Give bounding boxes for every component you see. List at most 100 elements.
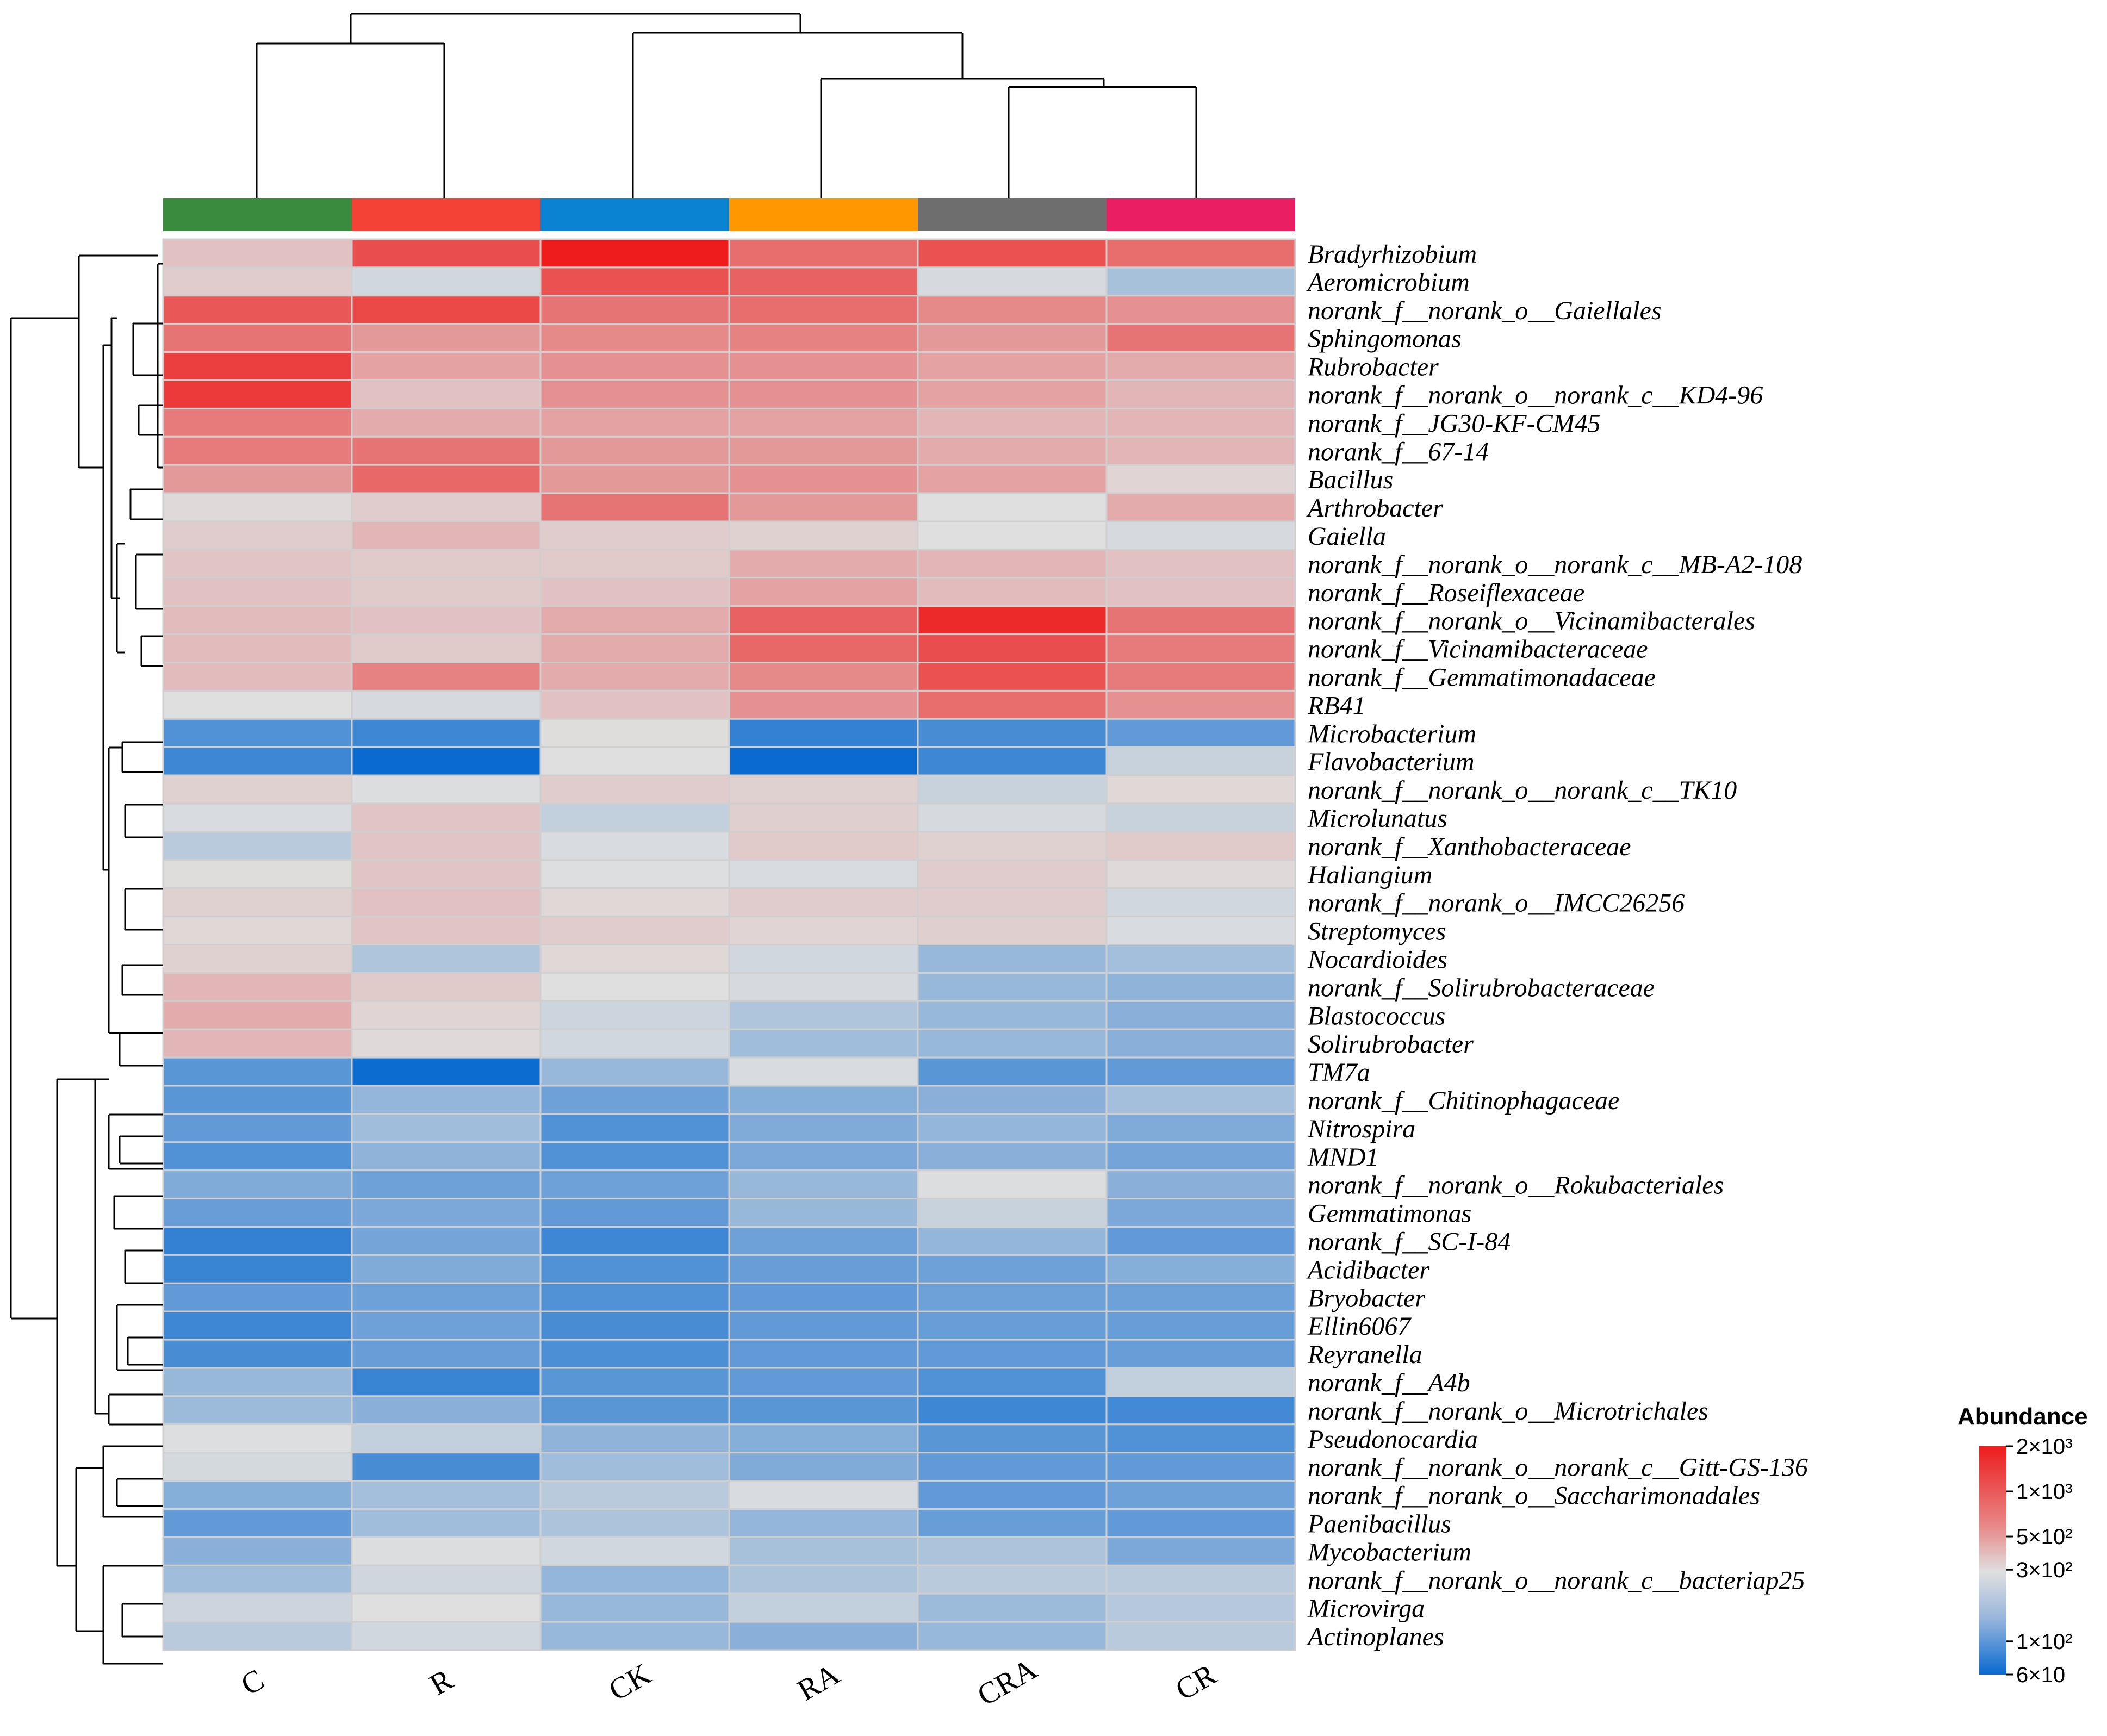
cell-17-C <box>162 689 353 720</box>
cell-1-RA <box>728 238 919 269</box>
cell-45-CR <box>1105 1480 1296 1510</box>
cell-50-R <box>351 1621 542 1651</box>
cell-33-R <box>351 1141 542 1172</box>
cell-28-C <box>162 1000 353 1030</box>
cell-13-C <box>162 577 353 607</box>
cell-26-CK <box>539 944 730 974</box>
cell-14-CK <box>539 605 730 636</box>
cell-9-R <box>351 464 542 494</box>
row-label: norank_f__A4b <box>1308 1368 1470 1397</box>
cell-18-CRA <box>917 718 1108 748</box>
row-label: norank_f__norank_o__norank_c__bacteriap2… <box>1308 1566 1805 1595</box>
cell-50-C <box>162 1621 353 1651</box>
legend-ticks: 2×10³ 1×10³ 5×10² 3×10² 1×10² 6×10 <box>2006 1435 2072 1687</box>
cell-3-CRA <box>917 295 1108 325</box>
row-label: Acidibacter <box>1306 1255 1429 1284</box>
row-label: RB41 <box>1307 691 1366 720</box>
cell-33-CRA <box>917 1141 1108 1172</box>
cell-4-CR <box>1105 323 1296 353</box>
cell-24-CR <box>1105 887 1296 918</box>
cell-17-CK <box>539 689 730 720</box>
cell-15-RA <box>728 633 919 663</box>
cell-1-CRA <box>917 238 1108 269</box>
cell-32-R <box>351 1113 542 1143</box>
cell-48-CR <box>1105 1564 1296 1595</box>
cell-4-RA <box>728 323 919 353</box>
cell-27-RA <box>728 972 919 1002</box>
cell-9-CR <box>1105 464 1296 494</box>
cell-16-CRA <box>917 662 1108 692</box>
cell-35-C <box>162 1198 353 1228</box>
row-label: norank_f__norank_o__norank_c__Gitt-GS-13… <box>1308 1453 1808 1482</box>
cell-48-RA <box>728 1564 919 1595</box>
row-label: norank_f__Vicinamibacteraceae <box>1308 635 1648 664</box>
cell-19-CR <box>1105 746 1296 776</box>
cell-25-CR <box>1105 916 1296 945</box>
cell-29-C <box>162 1028 353 1059</box>
cell-34-RA <box>728 1169 919 1200</box>
cell-35-CK <box>539 1198 730 1228</box>
cell-39-RA <box>728 1310 919 1341</box>
cell-36-CRA <box>917 1226 1108 1256</box>
cell-23-CR <box>1105 859 1296 889</box>
cell-26-CR <box>1105 944 1296 974</box>
row-label: Nocardioides <box>1307 945 1447 974</box>
cell-24-CK <box>539 887 730 918</box>
cell-18-C <box>162 718 353 748</box>
cell-13-RA <box>728 577 919 607</box>
cell-40-C <box>162 1339 353 1369</box>
row-label: norank_f__norank_o__Gaiellales <box>1308 296 1662 325</box>
row-label: Streptomyces <box>1308 917 1446 946</box>
cell-16-CK <box>539 662 730 692</box>
cell-48-CK <box>539 1564 730 1595</box>
cell-24-R <box>351 887 542 918</box>
row-label: norank_f__Gemmatimonadaceae <box>1308 663 1656 692</box>
row-label: norank_f__norank_o__Saccharimonadales <box>1308 1482 1760 1510</box>
legend-gradient-bar <box>1979 1446 2006 1675</box>
row-label: norank_f__norank_o__Rokubacteriales <box>1308 1171 1724 1200</box>
cell-34-CK <box>539 1169 730 1200</box>
sample-bar-CK <box>540 198 729 231</box>
cell-25-RA <box>728 916 919 945</box>
cell-37-R <box>351 1254 542 1284</box>
row-label: Gaiella <box>1308 522 1386 551</box>
cell-16-RA <box>728 662 919 692</box>
row-label: Microbacterium <box>1307 719 1476 748</box>
cell-47-CK <box>539 1536 730 1566</box>
cell-30-C <box>162 1056 353 1087</box>
cell-16-C <box>162 662 353 692</box>
legend-tick-label: 5×10² <box>2016 1525 2072 1549</box>
cell-38-CRA <box>917 1282 1108 1312</box>
cell-6-C <box>162 379 353 409</box>
cell-33-C <box>162 1141 353 1172</box>
cell-36-R <box>351 1226 542 1256</box>
row-label: Nitrospira <box>1307 1115 1415 1143</box>
row-label: norank_f__norank_o__Vicinamibacterales <box>1308 607 1755 636</box>
cell-43-CK <box>539 1423 730 1454</box>
cell-3-C <box>162 295 353 325</box>
row-label: Sphingomonas <box>1308 325 1462 353</box>
cell-22-CR <box>1105 831 1296 861</box>
cell-22-CRA <box>917 831 1108 861</box>
cell-37-C <box>162 1254 353 1284</box>
sample-bar-CRA <box>918 198 1107 231</box>
cell-11-CK <box>539 520 730 551</box>
cell-13-CRA <box>917 577 1108 607</box>
cell-15-CK <box>539 633 730 663</box>
cell-35-R <box>351 1198 542 1228</box>
cell-45-RA <box>728 1480 919 1510</box>
cell-29-CR <box>1105 1028 1296 1059</box>
row-label: Ellin6067 <box>1307 1312 1412 1341</box>
cell-12-R <box>351 549 542 579</box>
cell-21-CK <box>539 802 730 833</box>
cell-47-C <box>162 1536 353 1566</box>
cell-13-CK <box>539 577 730 607</box>
cell-46-RA <box>728 1508 919 1538</box>
cell-47-RA <box>728 1536 919 1566</box>
cell-29-RA <box>728 1028 919 1059</box>
cell-35-CR <box>1105 1198 1296 1228</box>
cell-46-CRA <box>917 1508 1108 1538</box>
cell-39-C <box>162 1310 353 1341</box>
cell-1-R <box>351 238 542 269</box>
cell-10-C <box>162 492 353 522</box>
